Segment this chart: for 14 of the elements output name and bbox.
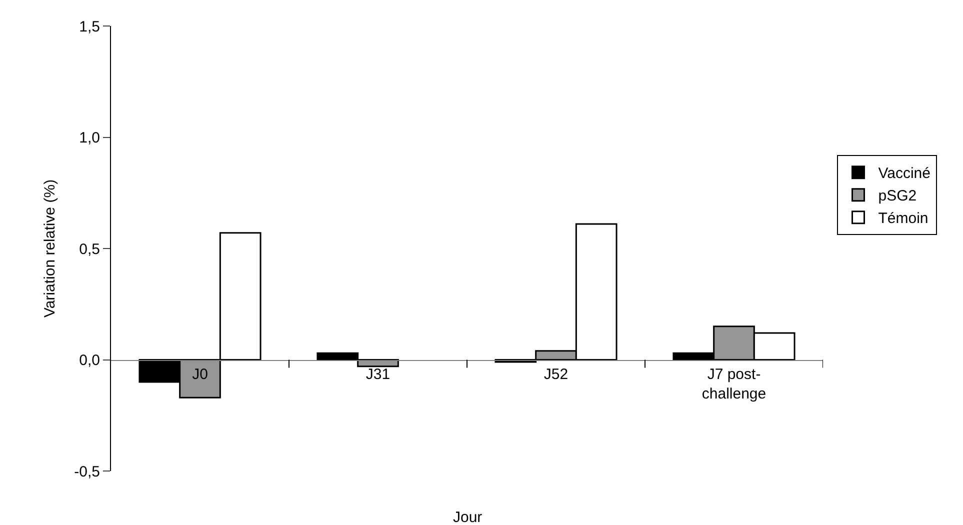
x-tick-label: J0: [192, 366, 208, 383]
x-tick-label: J31: [366, 366, 390, 383]
legend-label: Témoin: [878, 210, 928, 228]
y-axis-title: Variation relative (%): [41, 179, 58, 318]
x-axis-title: Jour: [453, 509, 482, 525]
x-tick-label: J7 post-challenge: [702, 366, 766, 402]
y-tick-label: 1,0: [79, 130, 100, 146]
y-tick-label: 0,0: [79, 352, 100, 369]
x-tick-label: J52: [544, 366, 568, 383]
legend-label: Vacciné: [878, 165, 931, 182]
y-tick-label: 0,5: [79, 240, 100, 258]
y-tick-label: 1,5: [79, 18, 100, 36]
y-tick-label: -0,5: [74, 463, 100, 480]
legend-label: pSG2: [878, 188, 917, 205]
